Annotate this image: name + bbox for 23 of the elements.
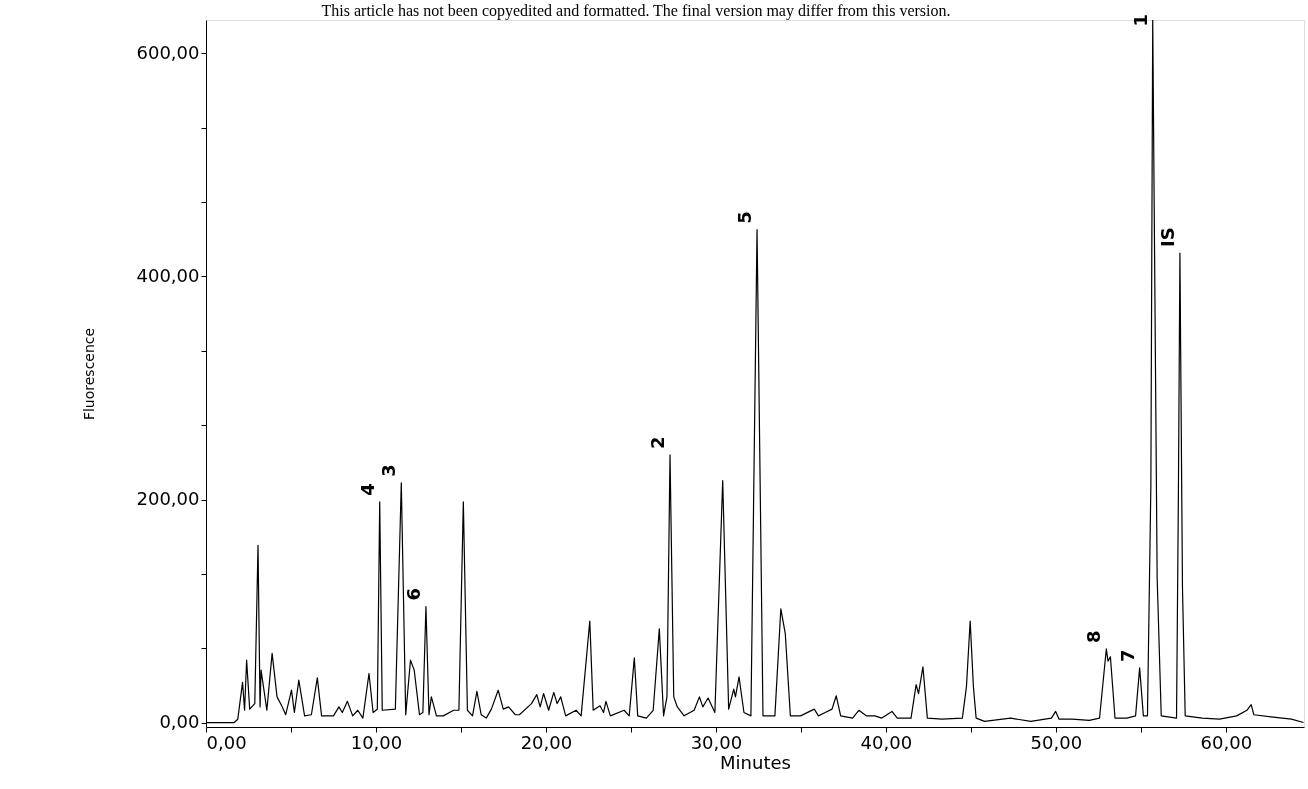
y-tick-label: 0,00	[159, 711, 200, 733]
annotation: 3	[378, 464, 400, 477]
x-tick-label: 40,00	[860, 731, 913, 753]
annotation: 2	[647, 436, 669, 449]
y-tick-label: 200,00	[136, 488, 200, 510]
annotation: 5	[734, 211, 756, 224]
text: This article has not been copyedited and formatted. The final version may differ from this version.	[321, 2, 951, 20]
x-tick-label: 0,00	[206, 731, 247, 753]
x-tick-label: 20,00	[520, 731, 573, 753]
x-tick-label: 30,00	[690, 731, 743, 753]
annotation: 8	[1083, 630, 1105, 643]
x-tick-label: 50,00	[1030, 731, 1083, 753]
y-axis-title: Fluorescence	[80, 327, 97, 421]
x-tick-label: 60,00	[1200, 731, 1253, 753]
annotation: 7	[1116, 649, 1138, 662]
annotation: IS	[1156, 227, 1178, 248]
x-axis-title: Minutes	[720, 751, 791, 773]
y-tick-label: 400,00	[136, 264, 200, 286]
y-tick-label: 600,00	[136, 41, 200, 63]
annotation: 6	[402, 588, 424, 601]
annotation: 4	[356, 483, 378, 496]
annotation: 1	[1129, 14, 1151, 27]
x-tick-label: 10,00	[350, 731, 403, 753]
